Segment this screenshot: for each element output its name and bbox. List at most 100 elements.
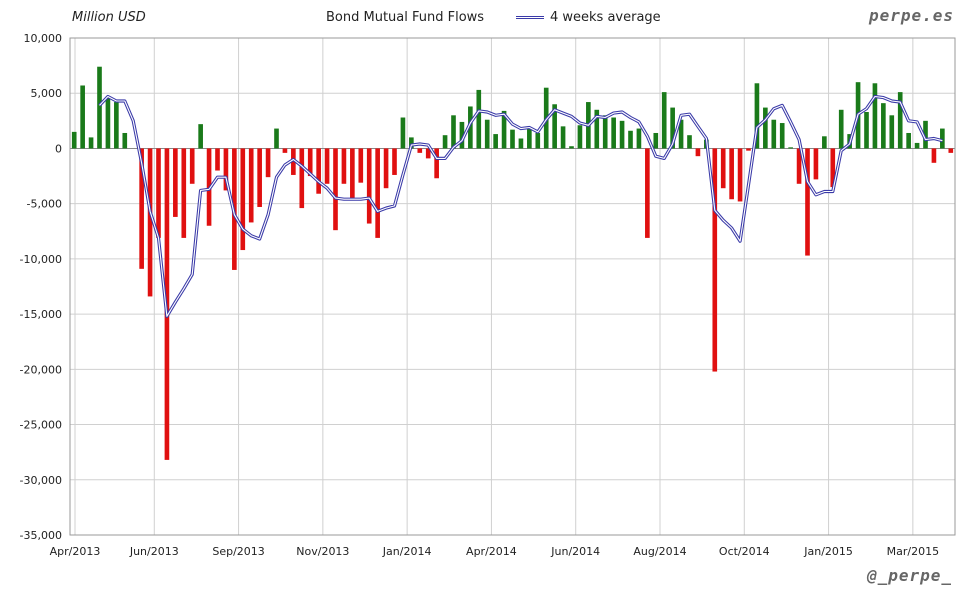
flow-bar: [864, 111, 869, 149]
flow-bar: [501, 110, 507, 149]
flow-bar: [88, 137, 94, 149]
flow-bar: [940, 128, 945, 149]
average-line-inner: [99, 95, 943, 317]
flow-bar: [535, 132, 541, 149]
y-tick-label: -5,000: [27, 198, 62, 211]
flow-bar: [611, 117, 616, 149]
flow-bar: [746, 148, 751, 151]
x-tick-label: Nov/2013: [296, 545, 349, 558]
flow-bar: [788, 147, 793, 149]
x-tick-label: Jan/2014: [382, 545, 432, 558]
flow-bar: [139, 148, 144, 269]
flow-bar: [754, 83, 760, 149]
flow-bar: [678, 119, 684, 149]
flow-bar: [838, 109, 844, 149]
x-tick-label: Apr/2014: [466, 545, 517, 558]
flow-bar: [695, 148, 701, 157]
plot-frame: [69, 37, 956, 536]
flow-bar: [307, 148, 313, 177]
flow-bar: [215, 148, 220, 171]
flow-bar: [577, 125, 583, 149]
y-tick-label: -15,000: [20, 308, 62, 321]
flow-bar: [889, 115, 895, 149]
flow-bar: [914, 142, 920, 149]
flow-bar: [813, 148, 819, 180]
flow-bar: [484, 119, 490, 149]
flow-bar: [257, 148, 262, 207]
legend-label-average: 4 weeks average: [550, 10, 661, 25]
flow-bar: [737, 148, 743, 202]
flow-bar: [105, 96, 111, 149]
flow-bar: [147, 148, 153, 297]
y-tick-label: -35,000: [20, 529, 62, 542]
line-layer: [98, 94, 943, 318]
flow-bar: [358, 148, 364, 183]
flow-bar: [636, 128, 642, 149]
flow-bar: [594, 109, 600, 149]
axis-layer: 10,000 5,000 0 -5,000 -10,000 -15,000 -20,000 -…: [20, 32, 956, 558]
flow-bar: [923, 120, 928, 149]
x-tick-label: Oct/2014: [719, 545, 770, 558]
bar-layer: [71, 66, 954, 460]
y-tick-label: -30,000: [20, 474, 62, 487]
flow-bar: [400, 117, 406, 149]
x-tick-label: Jan/2015: [803, 545, 853, 558]
flow-bar: [240, 148, 246, 251]
y-tick-label: -10,000: [20, 253, 62, 266]
flow-bar: [687, 135, 692, 149]
grid-layer: [70, 37, 955, 536]
flow-bar: [552, 104, 557, 149]
flow-bar: [712, 148, 718, 372]
flow-bar: [645, 148, 650, 238]
flow-bar: [114, 102, 119, 149]
flow-bar: [173, 148, 178, 217]
flow-bar: [122, 132, 128, 149]
flow-bar: [248, 148, 254, 223]
y-tick-label: -20,000: [20, 363, 62, 376]
flow-bar: [451, 115, 456, 149]
flow-bar: [198, 124, 203, 149]
flow-bar: [80, 85, 85, 149]
flow-bar: [333, 148, 338, 231]
flow-bar: [628, 130, 633, 149]
flow-bar: [350, 148, 355, 201]
social-handle: @_perpe_: [866, 566, 952, 585]
flow-bar: [560, 126, 566, 149]
flow-bar: [822, 136, 827, 149]
flow-bar: [830, 148, 836, 188]
legend: 4 weeks average: [516, 10, 661, 25]
flow-bar: [569, 146, 574, 149]
flow-bar: [510, 129, 515, 149]
flow-bar: [366, 148, 372, 224]
flow-bar: [299, 148, 305, 209]
x-tick-label: Jun/2013: [129, 545, 179, 558]
y-tick-label: -25,000: [20, 419, 62, 432]
flow-bar: [779, 123, 785, 149]
y-tick-label: 5,000: [31, 87, 63, 100]
x-tick-label: Jun/2014: [550, 545, 600, 558]
flow-bar: [442, 135, 448, 149]
flow-bar: [518, 138, 524, 149]
flow-bar: [720, 148, 726, 189]
x-tick-label: Mar/2015: [887, 545, 939, 558]
flow-bar: [602, 115, 608, 149]
unit-label: Million USD: [72, 10, 146, 25]
flow-bar: [872, 83, 878, 149]
y-tick-label: 10,000: [24, 32, 63, 45]
flow-bar: [291, 148, 296, 175]
flow-bar: [527, 127, 532, 149]
x-tick-label: Sep/2013: [212, 545, 264, 558]
flow-bar: [324, 148, 330, 184]
flow-bar: [71, 131, 77, 149]
flow-bar: [156, 148, 161, 238]
brand-logo: perpe.es: [868, 6, 954, 25]
flow-bar: [897, 92, 903, 149]
flow-bar: [265, 148, 271, 178]
flow-bar: [274, 128, 279, 149]
flow-bar: [417, 148, 423, 153]
flow-bar: [468, 106, 473, 149]
flow-bar: [653, 132, 659, 149]
legend-swatch-average: [516, 16, 544, 19]
flow-bar: [881, 103, 886, 149]
